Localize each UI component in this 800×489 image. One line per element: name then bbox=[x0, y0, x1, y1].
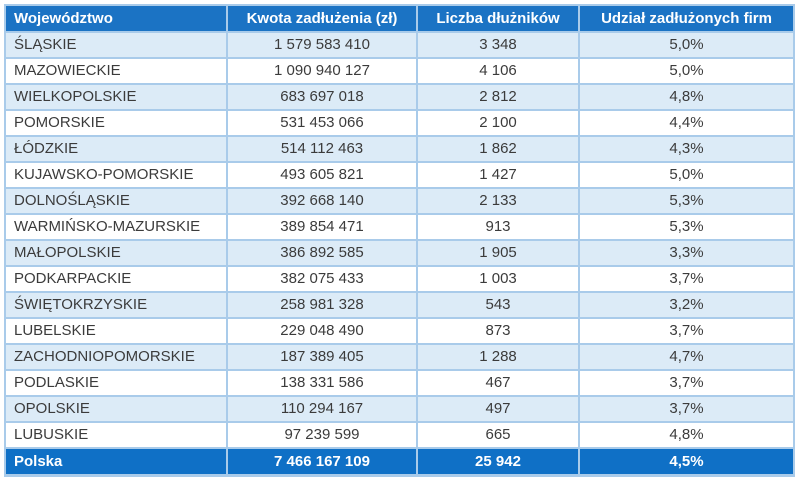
table-row: WARMIŃSKO-MAZURSKIE 389 854 471 913 5,3% bbox=[4, 213, 795, 241]
cell-liczba: 1 003 bbox=[416, 265, 580, 293]
cell-liczba: 1 427 bbox=[416, 161, 580, 189]
table-row: ŚWIĘTOKRZYSKIE 258 981 328 543 3,2% bbox=[4, 291, 795, 319]
cell-wojewodztwo: MAZOWIECKIE bbox=[4, 57, 228, 85]
cell-kwota: 138 331 586 bbox=[226, 369, 418, 397]
cell-kwota: 531 453 066 bbox=[226, 109, 418, 137]
cell-liczba: 543 bbox=[416, 291, 580, 319]
cell-wojewodztwo: LUBUSKIE bbox=[4, 421, 228, 449]
cell-liczba: 873 bbox=[416, 317, 580, 345]
table-row: ŚLĄSKIE 1 579 583 410 3 348 5,0% bbox=[4, 31, 795, 59]
cell-liczba: 2 812 bbox=[416, 83, 580, 111]
table-row: LUBUSKIE 97 239 599 665 4,8% bbox=[4, 421, 795, 449]
cell-liczba: 2 133 bbox=[416, 187, 580, 215]
cell-wojewodztwo: OPOLSKIE bbox=[4, 395, 228, 423]
cell-kwota: 187 389 405 bbox=[226, 343, 418, 371]
total-row: Polska 7 466 167 109 25 942 4,5% bbox=[4, 447, 795, 477]
cell-liczba: 1 288 bbox=[416, 343, 580, 371]
cell-udzial: 5,0% bbox=[578, 161, 795, 189]
cell-udzial: 3,7% bbox=[578, 317, 795, 345]
cell-kwota: 1 579 583 410 bbox=[226, 31, 418, 59]
table-row: LUBELSKIE 229 048 490 873 3,7% bbox=[4, 317, 795, 345]
cell-kwota: 110 294 167 bbox=[226, 395, 418, 423]
cell-liczba: 467 bbox=[416, 369, 580, 397]
cell-udzial: 4,3% bbox=[578, 135, 795, 163]
column-header-liczba: Liczba dłużników bbox=[416, 4, 580, 33]
cell-udzial: 3,7% bbox=[578, 265, 795, 293]
total-cell-liczba: 25 942 bbox=[416, 447, 580, 477]
cell-kwota: 389 854 471 bbox=[226, 213, 418, 241]
table-row: DOLNOŚLĄSKIE 392 668 140 2 133 5,3% bbox=[4, 187, 795, 215]
cell-kwota: 493 605 821 bbox=[226, 161, 418, 189]
table-row: MAZOWIECKIE 1 090 940 127 4 106 5,0% bbox=[4, 57, 795, 85]
column-header-wojewodztwo: Województwo bbox=[4, 4, 228, 33]
table-row: PODLASKIE 138 331 586 467 3,7% bbox=[4, 369, 795, 397]
column-header-kwota: Kwota zadłużenia (zł) bbox=[226, 4, 418, 33]
cell-wojewodztwo: WIELKOPOLSKIE bbox=[4, 83, 228, 111]
cell-udzial: 3,2% bbox=[578, 291, 795, 319]
cell-kwota: 392 668 140 bbox=[226, 187, 418, 215]
cell-udzial: 4,8% bbox=[578, 83, 795, 111]
cell-liczba: 2 100 bbox=[416, 109, 580, 137]
debt-table: Województwo Kwota zadłużenia (zł) Liczba d… bbox=[4, 4, 795, 477]
cell-liczba: 3 348 bbox=[416, 31, 580, 59]
cell-liczba: 913 bbox=[416, 213, 580, 241]
cell-liczba: 665 bbox=[416, 421, 580, 449]
cell-udzial: 5,3% bbox=[578, 187, 795, 215]
cell-wojewodztwo: ZACHODNIOPOMORSKIE bbox=[4, 343, 228, 371]
cell-kwota: 1 090 940 127 bbox=[226, 57, 418, 85]
table-row: MAŁOPOLSKIE 386 892 585 1 905 3,3% bbox=[4, 239, 795, 267]
cell-wojewodztwo: ŚWIĘTOKRZYSKIE bbox=[4, 291, 228, 319]
cell-liczba: 497 bbox=[416, 395, 580, 423]
cell-udzial: 4,8% bbox=[578, 421, 795, 449]
cell-udzial: 4,7% bbox=[578, 343, 795, 371]
table-row: ZACHODNIOPOMORSKIE 187 389 405 1 288 4,7% bbox=[4, 343, 795, 371]
cell-wojewodztwo: ŁÓDZKIE bbox=[4, 135, 228, 163]
cell-udzial: 3,7% bbox=[578, 369, 795, 397]
cell-kwota: 386 892 585 bbox=[226, 239, 418, 267]
cell-wojewodztwo: POMORSKIE bbox=[4, 109, 228, 137]
cell-udzial: 5,0% bbox=[578, 57, 795, 85]
table-header: Województwo Kwota zadłużenia (zł) Liczba d… bbox=[4, 4, 795, 33]
cell-kwota: 683 697 018 bbox=[226, 83, 418, 111]
cell-kwota: 229 048 490 bbox=[226, 317, 418, 345]
cell-liczba: 1 862 bbox=[416, 135, 580, 163]
table-row: OPOLSKIE 110 294 167 497 3,7% bbox=[4, 395, 795, 423]
table-footer: Polska 7 466 167 109 25 942 4,5% bbox=[4, 447, 795, 477]
cell-wojewodztwo: WARMIŃSKO-MAZURSKIE bbox=[4, 213, 228, 241]
cell-wojewodztwo: LUBELSKIE bbox=[4, 317, 228, 345]
table-row: WIELKOPOLSKIE 683 697 018 2 812 4,8% bbox=[4, 83, 795, 111]
cell-liczba: 4 106 bbox=[416, 57, 580, 85]
table-row: ŁÓDZKIE 514 112 463 1 862 4,3% bbox=[4, 135, 795, 163]
cell-udzial: 5,0% bbox=[578, 31, 795, 59]
table-body: ŚLĄSKIE 1 579 583 410 3 348 5,0% MAZOWIECKIE… bbox=[4, 31, 795, 449]
header-row: Województwo Kwota zadłużenia (zł) Liczba d… bbox=[4, 4, 795, 33]
table-row: POMORSKIE 531 453 066 2 100 4,4% bbox=[4, 109, 795, 137]
cell-udzial: 4,4% bbox=[578, 109, 795, 137]
cell-kwota: 382 075 433 bbox=[226, 265, 418, 293]
cell-udzial: 3,3% bbox=[578, 239, 795, 267]
total-cell-kwota: 7 466 167 109 bbox=[226, 447, 418, 477]
cell-kwota: 258 981 328 bbox=[226, 291, 418, 319]
cell-wojewodztwo: ŚLĄSKIE bbox=[4, 31, 228, 59]
cell-udzial: 5,3% bbox=[578, 213, 795, 241]
total-cell-udzial: 4,5% bbox=[578, 447, 795, 477]
cell-wojewodztwo: DOLNOŚLĄSKIE bbox=[4, 187, 228, 215]
column-header-udzial: Udział zadłużonych firm bbox=[578, 4, 795, 33]
cell-wojewodztwo: MAŁOPOLSKIE bbox=[4, 239, 228, 267]
table-row: PODKARPACKIE 382 075 433 1 003 3,7% bbox=[4, 265, 795, 293]
cell-wojewodztwo: PODKARPACKIE bbox=[4, 265, 228, 293]
table-row: KUJAWSKO-POMORSKIE 493 605 821 1 427 5,0% bbox=[4, 161, 795, 189]
cell-kwota: 97 239 599 bbox=[226, 421, 418, 449]
cell-liczba: 1 905 bbox=[416, 239, 580, 267]
cell-wojewodztwo: PODLASKIE bbox=[4, 369, 228, 397]
cell-wojewodztwo: KUJAWSKO-POMORSKIE bbox=[4, 161, 228, 189]
cell-udzial: 3,7% bbox=[578, 395, 795, 423]
cell-kwota: 514 112 463 bbox=[226, 135, 418, 163]
total-cell-wojewodztwo: Polska bbox=[4, 447, 228, 477]
